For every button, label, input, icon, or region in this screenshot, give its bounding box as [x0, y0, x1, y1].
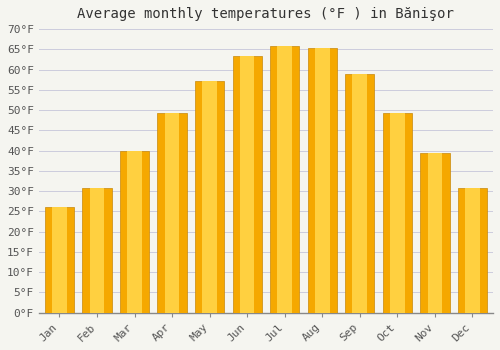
- Bar: [278, 46, 292, 313]
- Bar: [390, 113, 404, 313]
- Bar: [82, 188, 112, 313]
- Bar: [195, 81, 224, 313]
- Bar: [165, 113, 180, 313]
- Bar: [127, 151, 142, 313]
- Title: Average monthly temperatures (°F ) in Bănişor: Average monthly temperatures (°F ) in Bă…: [78, 7, 454, 21]
- Bar: [382, 113, 412, 313]
- Bar: [90, 188, 104, 313]
- Bar: [202, 81, 217, 313]
- Bar: [465, 188, 479, 313]
- Bar: [420, 153, 450, 313]
- Bar: [52, 207, 67, 313]
- Bar: [270, 46, 300, 313]
- Bar: [120, 151, 149, 313]
- Bar: [158, 113, 186, 313]
- Bar: [232, 56, 262, 313]
- Bar: [428, 153, 442, 313]
- Bar: [315, 48, 330, 313]
- Bar: [352, 75, 367, 313]
- Bar: [308, 48, 337, 313]
- Bar: [345, 75, 374, 313]
- Bar: [458, 188, 487, 313]
- Bar: [45, 207, 74, 313]
- Bar: [240, 56, 254, 313]
